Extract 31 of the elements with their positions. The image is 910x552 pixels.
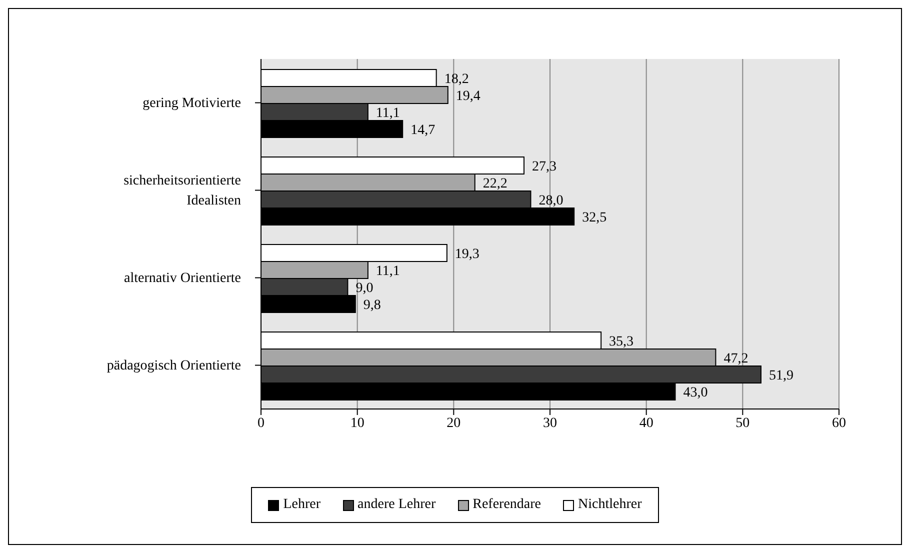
data-label: 32,5 [582,210,607,226]
y-tick-label: alternativ Orientierte [124,270,241,286]
y-tick-label: gering Motivierte [142,95,241,110]
x-tick-label: 30 [543,416,557,431]
data-label: 27,3 [532,160,556,174]
data-label: 11,1 [376,106,400,121]
x-tick-label: 40 [639,416,654,431]
x-tick-label: 50 [736,416,750,431]
legend-label: Nichtlehrer [577,497,642,513]
x-tick-label: 60 [832,416,846,431]
data-label: 18,2 [444,72,469,87]
data-label: 47,2 [724,352,748,366]
data-label: 51,9 [768,368,794,384]
data-label: 11,1 [376,264,400,279]
data-label: 9,0 [356,281,374,296]
data-label: 43,0 [683,386,708,400]
x-tick-label: 10 [350,416,364,431]
data-label: 35,3 [609,334,634,350]
data-label: 14,7 [410,123,436,138]
data-label: 22,2 [482,176,508,192]
y-tick-label: pädagogisch Orientierte [106,358,241,373]
legend-label: Referendare [472,497,542,513]
data-label: 19,4 [456,89,480,104]
data-label: 28,0 [538,194,564,208]
legend-label: andere Lehrer [356,497,436,513]
x-tick-label: 0 [258,416,264,431]
legend-label: Lehrer [282,497,321,513]
data-label: 9,8 [363,298,381,313]
data-label: 19,3 [454,247,480,262]
x-tick-label: 20 [446,416,461,431]
y-tick-label: sicherheitsorientierte Idealisten [124,172,241,208]
